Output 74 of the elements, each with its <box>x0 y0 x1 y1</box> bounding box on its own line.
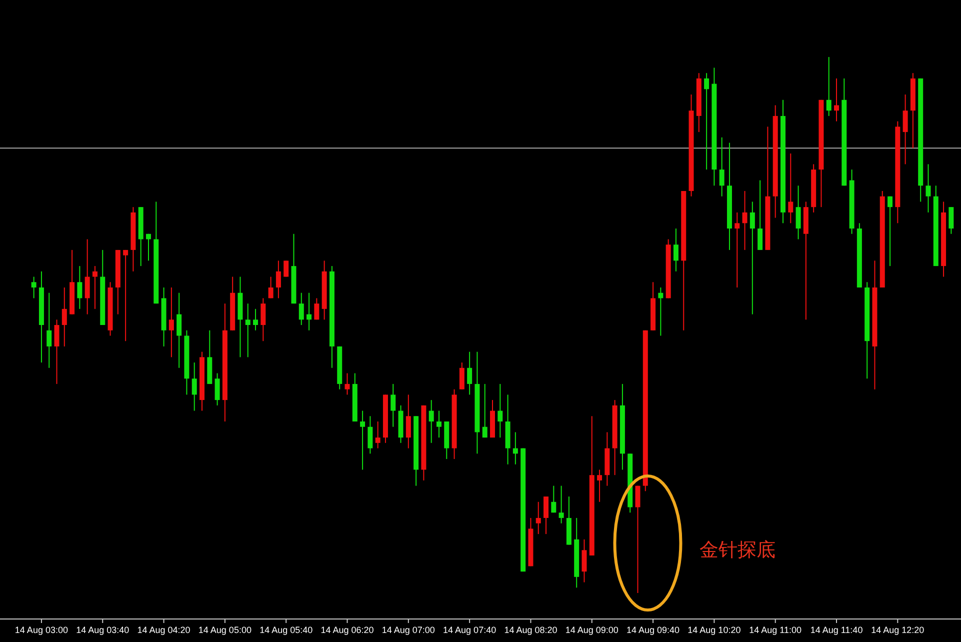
x-tick-label: 14 Aug 03:40 <box>76 625 130 635</box>
candlestick <box>368 416 373 454</box>
candlestick <box>597 469 602 502</box>
candlestick <box>428 400 434 444</box>
candlestick <box>360 410 366 470</box>
x-tick-label: 14 Aug 03:00 <box>14 625 68 635</box>
x-tick-label: 14 Aug 05:40 <box>260 625 313 635</box>
candlestick <box>758 180 763 250</box>
candlestick <box>77 266 82 310</box>
candlestick <box>788 152 794 224</box>
candlestick <box>390 383 396 428</box>
candlestick <box>536 501 541 535</box>
x-tick-label: 14 Aug 06:20 <box>320 625 374 635</box>
candlestick <box>719 136 724 197</box>
candlestick <box>123 249 128 342</box>
candlestick <box>834 78 840 122</box>
x-tick-label: 14 Aug 10:20 <box>688 625 741 635</box>
x-tick-label: 14 Aug 04:20 <box>137 625 190 635</box>
candlestick <box>284 260 289 278</box>
candlestick <box>459 362 464 390</box>
candlestick <box>46 292 52 368</box>
candlestick <box>742 190 748 250</box>
x-tick-label: 14 Aug 11:00 <box>749 625 802 635</box>
candlestick <box>62 286 67 347</box>
candlestick <box>298 292 304 326</box>
candlestick <box>635 485 640 594</box>
candlestick <box>260 298 266 342</box>
candlestick <box>482 383 488 438</box>
candlestick <box>948 206 954 234</box>
annotation: 金针探底 <box>700 539 776 561</box>
candlestick <box>926 164 931 213</box>
candlestick <box>658 286 664 336</box>
x-tick-label: 14 Aug 07:00 <box>382 625 435 635</box>
candlestick <box>467 351 472 396</box>
candlestick <box>176 292 182 368</box>
x-tick-label: 14 Aug 09:40 <box>626 625 680 635</box>
candlestick <box>314 298 320 320</box>
candlestick <box>253 308 258 331</box>
x-tick-label: 14 Aug 12:20 <box>871 625 924 635</box>
candlestick <box>673 228 678 272</box>
candlestick <box>498 383 503 438</box>
candlestick <box>582 538 587 583</box>
candlestick <box>558 485 564 524</box>
candlestick <box>92 266 98 310</box>
candlestick <box>84 238 90 315</box>
candlestick <box>31 276 36 299</box>
candlestick <box>375 420 380 449</box>
candlestick <box>168 286 174 358</box>
candlestick <box>704 72 710 170</box>
candlestick <box>544 496 549 535</box>
candlestick <box>902 94 908 165</box>
candlestick <box>512 432 518 465</box>
x-tick-label: 14 Aug 07:40 <box>443 625 496 635</box>
x-tick-label: 14 Aug 08:20 <box>504 625 558 635</box>
candlestick <box>826 56 832 116</box>
candlestick <box>276 260 281 299</box>
x-tick-label: 14 Aug 11:40 <box>810 625 863 635</box>
candlestick <box>146 233 151 262</box>
candlestick <box>734 212 740 288</box>
candlestick <box>888 196 893 267</box>
candlestick <box>551 485 556 514</box>
candlestick <box>344 372 350 396</box>
candlestick <box>306 292 312 331</box>
candlestick <box>268 276 274 299</box>
candlestick <box>54 319 60 384</box>
candlestick <box>406 394 411 449</box>
candlestick <box>436 410 442 438</box>
candlestick <box>214 372 220 406</box>
candlestick <box>245 303 250 358</box>
x-tick-label: 14 Aug 05:00 <box>198 625 252 635</box>
candlestick <box>192 362 197 412</box>
candlestick <box>796 185 801 240</box>
x-tick-label: 14 Aug 09:00 <box>565 625 618 635</box>
candlestick <box>750 201 755 315</box>
